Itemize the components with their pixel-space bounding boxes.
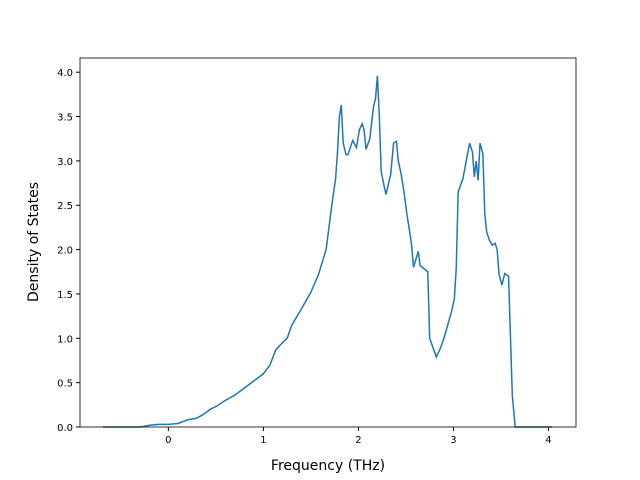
y-tick-label: 2.5 bbox=[57, 201, 73, 212]
x-tick-label: 3 bbox=[450, 435, 456, 446]
y-tick-label: 3.0 bbox=[57, 157, 73, 168]
y-tick-label: 2.0 bbox=[57, 246, 73, 257]
y-axis-label: Density of States bbox=[26, 182, 42, 302]
y-tick-label: 0.0 bbox=[57, 423, 73, 434]
plot-frame bbox=[79, 57, 577, 428]
x-tick-label: 1 bbox=[260, 435, 266, 446]
y-tick-label: 1.5 bbox=[57, 290, 73, 301]
x-axis-label: Frequency (THz) bbox=[271, 458, 385, 474]
y-tick-label: 1.0 bbox=[57, 334, 73, 345]
x-tick-label: 2 bbox=[355, 435, 361, 446]
line bbox=[102, 75, 553, 428]
y-tick-label: 4.0 bbox=[57, 68, 73, 79]
y-tick-label: 3.5 bbox=[57, 113, 73, 124]
y-tick-label: 0.5 bbox=[57, 379, 73, 390]
x-tick-label: 4 bbox=[545, 435, 551, 446]
x-tick-label: 0 bbox=[165, 435, 171, 446]
